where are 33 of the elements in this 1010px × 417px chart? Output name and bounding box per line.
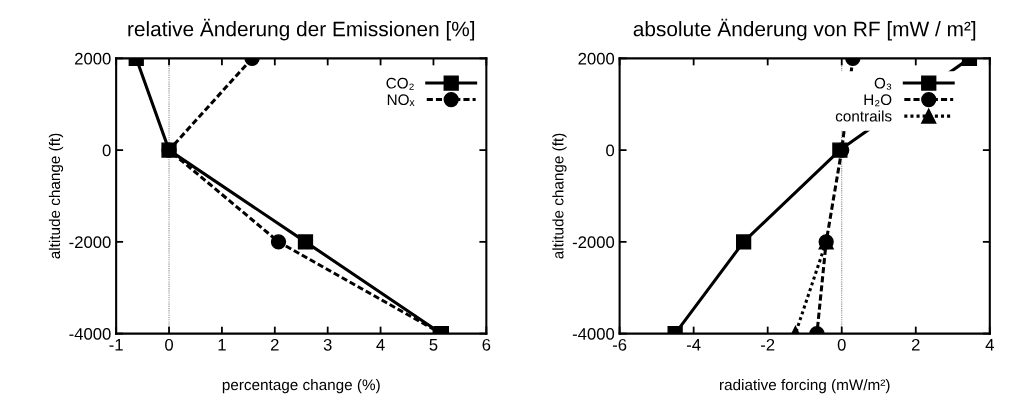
legend-label: contrails [835,110,892,122]
x-tick-label: 4 [985,339,994,351]
x-tick-label: -2 [761,338,775,351]
x-axis-title: percentage change (%) [222,379,380,394]
x-tick-label: 5 [429,339,438,351]
x-tick-label: 1 [218,339,226,351]
x-tick-label: 2 [271,338,279,351]
y-tick-label: -2000 [572,236,615,249]
x-tick-label: 3 [323,338,332,351]
legend-label: NOₓ [387,94,415,107]
y-tick-label: 0 [102,144,111,157]
x-tick-label: 2 [911,338,920,351]
y-axis-title: altitude change (ft) [48,133,64,259]
legend-label: O₃ [874,77,892,90]
y-axis-title: altitude change (ft) [552,133,567,259]
x-tick-label: -6 [612,338,627,351]
y-tick-label: -4000 [572,328,615,340]
y-tick-label: -2000 [69,236,111,249]
chart-title: absolute Änderung von RF [mW / m²] [633,18,976,41]
x-tick-label: 4 [376,339,385,351]
x-tick-label: -1 [109,339,123,351]
x-tick-label: -4 [686,339,701,351]
y-tick-label: 0 [606,144,615,157]
y-tick-label: 2000 [578,52,615,65]
y-tick-label: -4000 [69,328,111,340]
legend-label: H₂O [864,94,892,107]
chart-title: relative Änderung der Emissionen [%] [128,18,475,41]
x-tick-label: 6 [482,338,491,351]
legend-label: CO₂ [386,77,414,90]
x-tick-label: 0 [165,338,174,351]
y-tick-label: 2000 [75,52,111,65]
x-axis-title: radiative forcing (mW/m²) [719,379,890,394]
x-tick-label: 0 [837,338,846,351]
